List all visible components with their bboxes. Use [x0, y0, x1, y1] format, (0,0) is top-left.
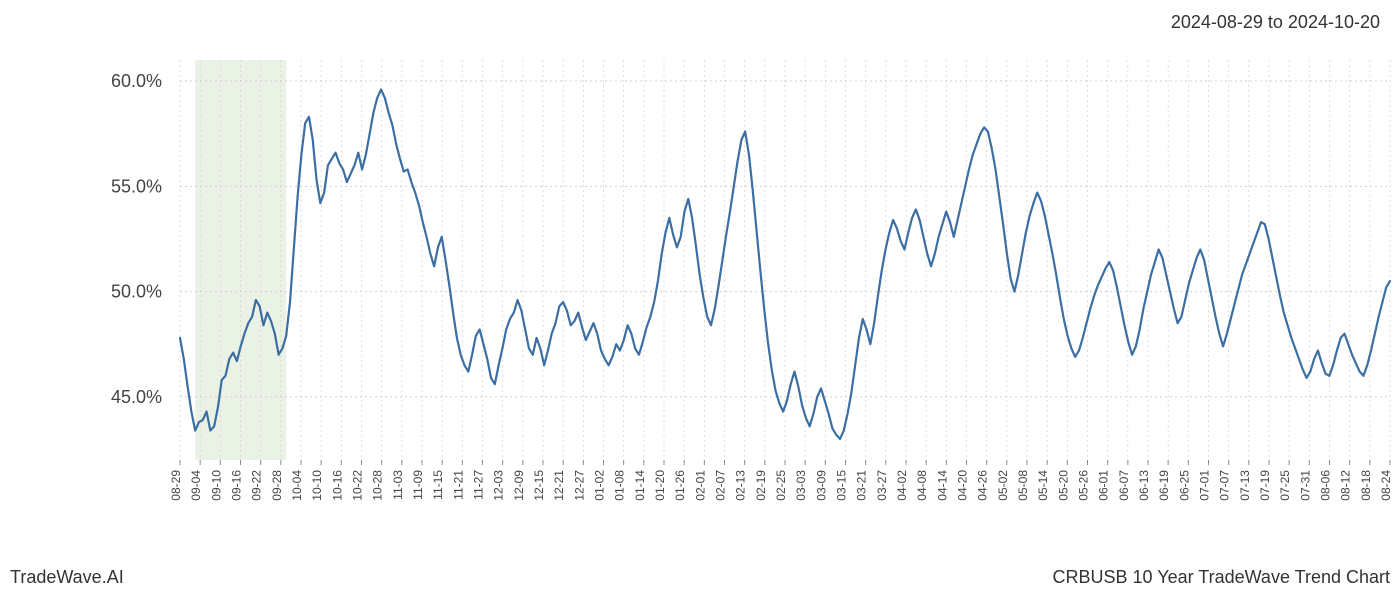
svg-text:12-27: 12-27 [572, 470, 586, 501]
svg-text:11-09: 11-09 [411, 470, 425, 500]
svg-text:02-25: 02-25 [774, 470, 788, 501]
svg-text:02-07: 02-07 [714, 470, 728, 501]
trend-chart: 45.0% 50.0% 55.0% 60.0% 08-29 09-04 09-10 09-16… [0, 0, 1400, 600]
svg-text:50.0%: 50.0% [111, 282, 162, 302]
svg-text:09-10: 09-10 [209, 470, 223, 501]
svg-text:05-08: 05-08 [1016, 470, 1030, 501]
svg-text:07-13: 07-13 [1238, 470, 1252, 501]
svg-text:01-26: 01-26 [673, 470, 687, 501]
svg-text:03-21: 03-21 [855, 470, 869, 501]
svg-text:09-16: 09-16 [230, 470, 244, 501]
svg-text:02-19: 02-19 [754, 470, 768, 501]
svg-text:09-28: 09-28 [270, 470, 284, 501]
svg-text:08-18: 08-18 [1359, 470, 1373, 501]
svg-text:07-01: 07-01 [1198, 470, 1212, 501]
svg-text:06-13: 06-13 [1137, 470, 1151, 501]
svg-text:11-21: 11-21 [451, 470, 465, 500]
date-range-label: 2024-08-29 to 2024-10-20 [1171, 12, 1380, 33]
svg-text:06-01: 06-01 [1097, 470, 1111, 501]
svg-text:08-12: 08-12 [1339, 470, 1353, 501]
svg-text:09-04: 09-04 [189, 470, 203, 501]
svg-text:60.0%: 60.0% [111, 71, 162, 91]
svg-text:04-02: 04-02 [895, 470, 909, 501]
svg-text:11-03: 11-03 [391, 470, 405, 500]
svg-text:12-15: 12-15 [532, 470, 546, 501]
footer-chart-title: CRBUSB 10 Year TradeWave Trend Chart [1053, 567, 1391, 588]
svg-text:03-09: 03-09 [814, 470, 828, 501]
svg-text:10-22: 10-22 [351, 470, 365, 501]
svg-text:08-29: 08-29 [169, 470, 183, 501]
svg-text:02-01: 02-01 [693, 470, 707, 501]
svg-text:06-19: 06-19 [1157, 470, 1171, 501]
svg-text:07-19: 07-19 [1258, 470, 1272, 501]
footer-brand: TradeWave.AI [10, 567, 124, 588]
svg-text:12-21: 12-21 [552, 470, 566, 501]
svg-text:11-27: 11-27 [472, 470, 486, 500]
svg-text:10-16: 10-16 [330, 470, 344, 501]
chart-container: 2024-08-29 to 2024-10-20 45.0% 50.0% 55.0%… [0, 0, 1400, 600]
svg-text:03-15: 03-15 [835, 470, 849, 501]
svg-text:09-22: 09-22 [250, 470, 264, 501]
svg-text:10-04: 10-04 [290, 470, 304, 501]
svg-text:05-26: 05-26 [1077, 470, 1091, 501]
svg-text:07-25: 07-25 [1278, 470, 1292, 501]
svg-text:01-20: 01-20 [653, 470, 667, 501]
svg-text:03-03: 03-03 [794, 470, 808, 501]
svg-text:08-24: 08-24 [1379, 470, 1393, 501]
svg-text:12-03: 12-03 [492, 470, 506, 501]
svg-text:07-31: 07-31 [1298, 470, 1312, 501]
svg-text:02-13: 02-13 [734, 470, 748, 501]
svg-text:45.0%: 45.0% [111, 387, 162, 407]
svg-text:06-25: 06-25 [1177, 470, 1191, 501]
svg-text:10-10: 10-10 [310, 470, 324, 501]
svg-text:04-26: 04-26 [976, 470, 990, 501]
svg-text:05-14: 05-14 [1036, 470, 1050, 501]
svg-text:05-20: 05-20 [1056, 470, 1070, 501]
svg-text:12-09: 12-09 [512, 470, 526, 501]
svg-text:01-08: 01-08 [613, 470, 627, 501]
svg-text:04-14: 04-14 [935, 470, 949, 501]
svg-text:06-07: 06-07 [1117, 470, 1131, 501]
svg-text:04-08: 04-08 [915, 470, 929, 501]
svg-text:07-07: 07-07 [1218, 470, 1232, 501]
svg-text:03-27: 03-27 [875, 470, 889, 501]
svg-text:01-14: 01-14 [633, 470, 647, 501]
svg-text:01-02: 01-02 [593, 470, 607, 501]
svg-text:11-15: 11-15 [431, 470, 445, 500]
svg-text:05-02: 05-02 [996, 470, 1010, 501]
svg-text:55.0%: 55.0% [111, 176, 162, 196]
svg-text:08-06: 08-06 [1319, 470, 1333, 501]
svg-text:10-28: 10-28 [371, 470, 385, 501]
svg-text:04-20: 04-20 [956, 470, 970, 501]
